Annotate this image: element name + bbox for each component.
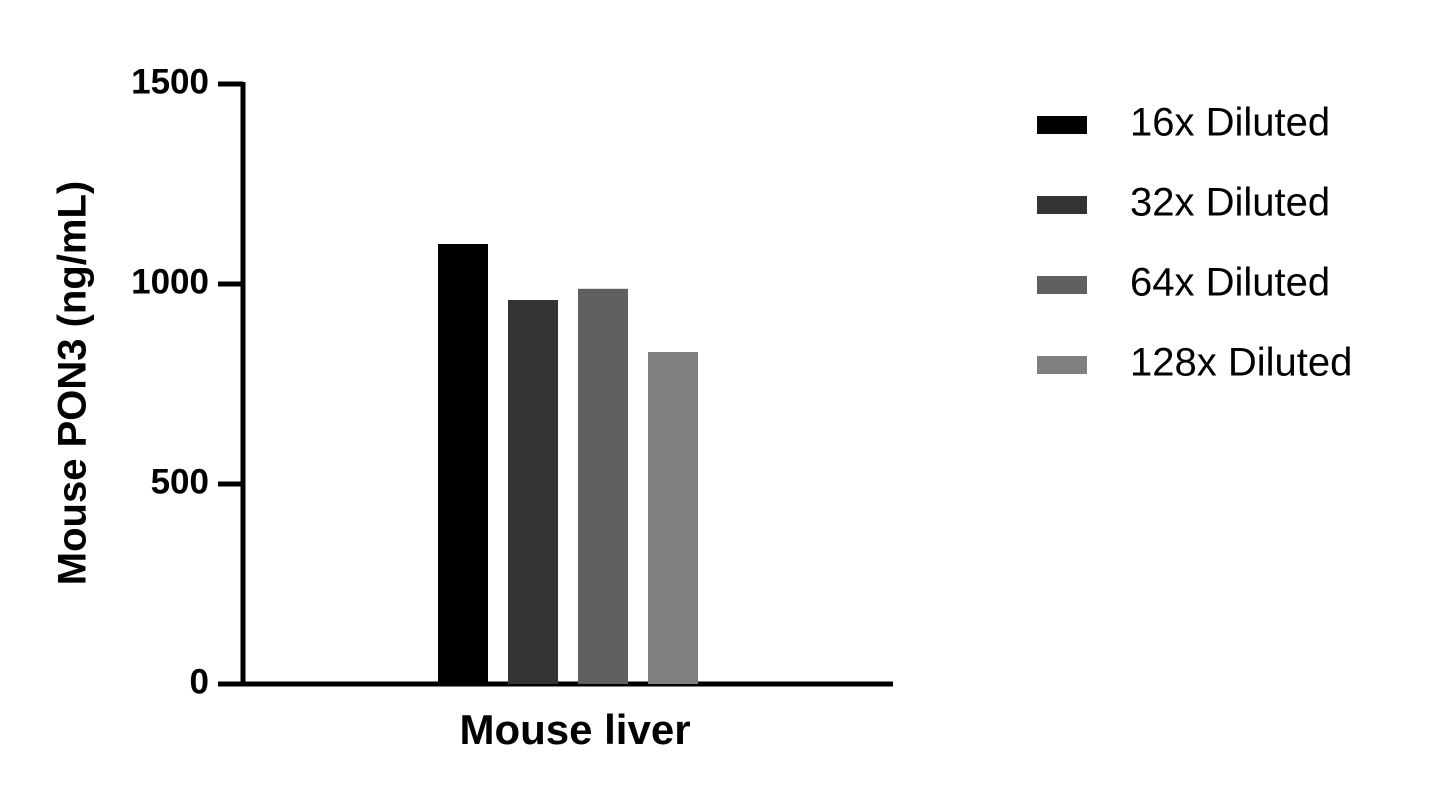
- legend-swatch: [1037, 356, 1087, 374]
- legend-label: 64x Diluted: [1130, 261, 1330, 305]
- y-tick-label: 500: [151, 462, 209, 501]
- bar: [508, 300, 558, 684]
- legend-swatch: [1037, 276, 1087, 294]
- legend-swatch: [1037, 196, 1087, 214]
- legend-label: 128x Diluted: [1130, 341, 1352, 385]
- y-tick-label: 1500: [131, 62, 209, 101]
- bar: [648, 352, 698, 684]
- legend-label: 16x Diluted: [1130, 101, 1330, 145]
- y-tick-label: 0: [190, 662, 209, 701]
- y-axis-title: Mouse PON3 (ng/mL): [51, 181, 95, 585]
- bar: [438, 244, 488, 684]
- legend-label: 32x Diluted: [1130, 181, 1330, 225]
- legend-swatch: [1037, 116, 1087, 134]
- x-tick-label: Mouse liver: [459, 706, 690, 753]
- bar: [578, 288, 628, 684]
- y-tick-label: 1000: [131, 262, 209, 301]
